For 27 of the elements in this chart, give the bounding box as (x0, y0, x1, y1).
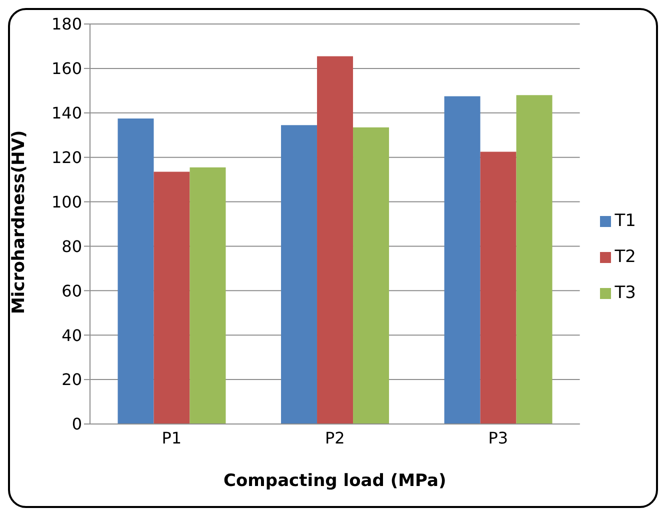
x-tick-label: P3 (488, 428, 508, 448)
bar (317, 56, 354, 424)
bar (516, 95, 552, 424)
bar (444, 96, 480, 424)
y-tick-label: 20 (62, 370, 82, 390)
bar (190, 167, 226, 424)
y-tick-label: 0 (72, 414, 82, 434)
y-tick-label: 120 (51, 148, 82, 168)
y-tick-label: 140 (51, 104, 82, 123)
x-tick-label: P1 (162, 428, 182, 448)
bar (480, 152, 516, 424)
legend-label: T2 (614, 247, 636, 267)
bar (118, 118, 154, 424)
y-tick-label: 40 (62, 326, 82, 345)
x-tick-label: P2 (324, 428, 345, 448)
legend-label: T1 (614, 211, 636, 231)
bar (353, 127, 390, 424)
y-tick-label: 60 (62, 281, 82, 300)
y-tick-label: 160 (51, 59, 82, 78)
bar (281, 125, 318, 424)
x-axis-title: Compacting load (MPa) (224, 471, 446, 491)
legend-label: T3 (614, 283, 636, 303)
bar (154, 172, 190, 424)
y-tick-label: 180 (51, 14, 82, 34)
y-tick-label: 80 (62, 236, 82, 256)
y-tick-label: 100 (51, 192, 82, 212)
y-axis-title: Microhardness(HV) (9, 130, 30, 314)
